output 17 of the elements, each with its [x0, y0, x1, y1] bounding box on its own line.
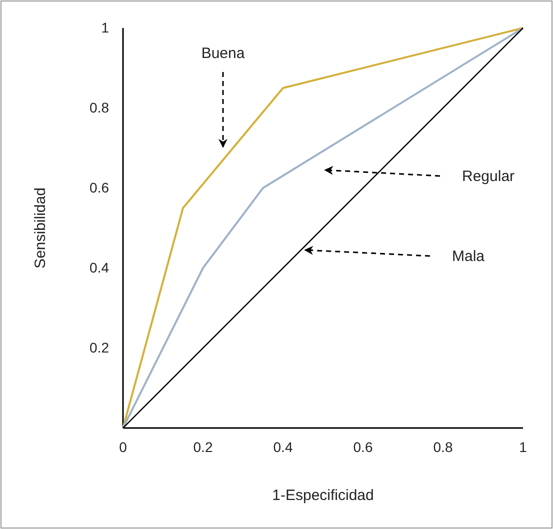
y-tick-label: 0.2: [90, 339, 110, 356]
y-tick-label: 0.6: [90, 179, 110, 196]
y-axis-title: Sensibilidad: [32, 188, 49, 268]
annotation: Buena: [201, 45, 246, 62]
x-tick-label: 0.4: [273, 438, 293, 455]
annotation: Regular: [462, 168, 515, 185]
x-tick-label: 0.2: [193, 438, 213, 455]
y-tick-label: 0.4: [90, 259, 110, 276]
x-tick-label: 0: [119, 438, 128, 455]
x-tick-label: 1: [519, 438, 528, 455]
x-tick-label: 0.8: [433, 438, 453, 455]
x-axis-title: 1-Especificidad: [272, 487, 374, 504]
y-tick-label: 0.8: [90, 99, 110, 116]
annotation: Mala: [452, 248, 486, 265]
line-series: [122, 27, 524, 429]
x-tick-label: 0.6: [353, 438, 373, 455]
y-tick-label: 1: [101, 19, 110, 36]
